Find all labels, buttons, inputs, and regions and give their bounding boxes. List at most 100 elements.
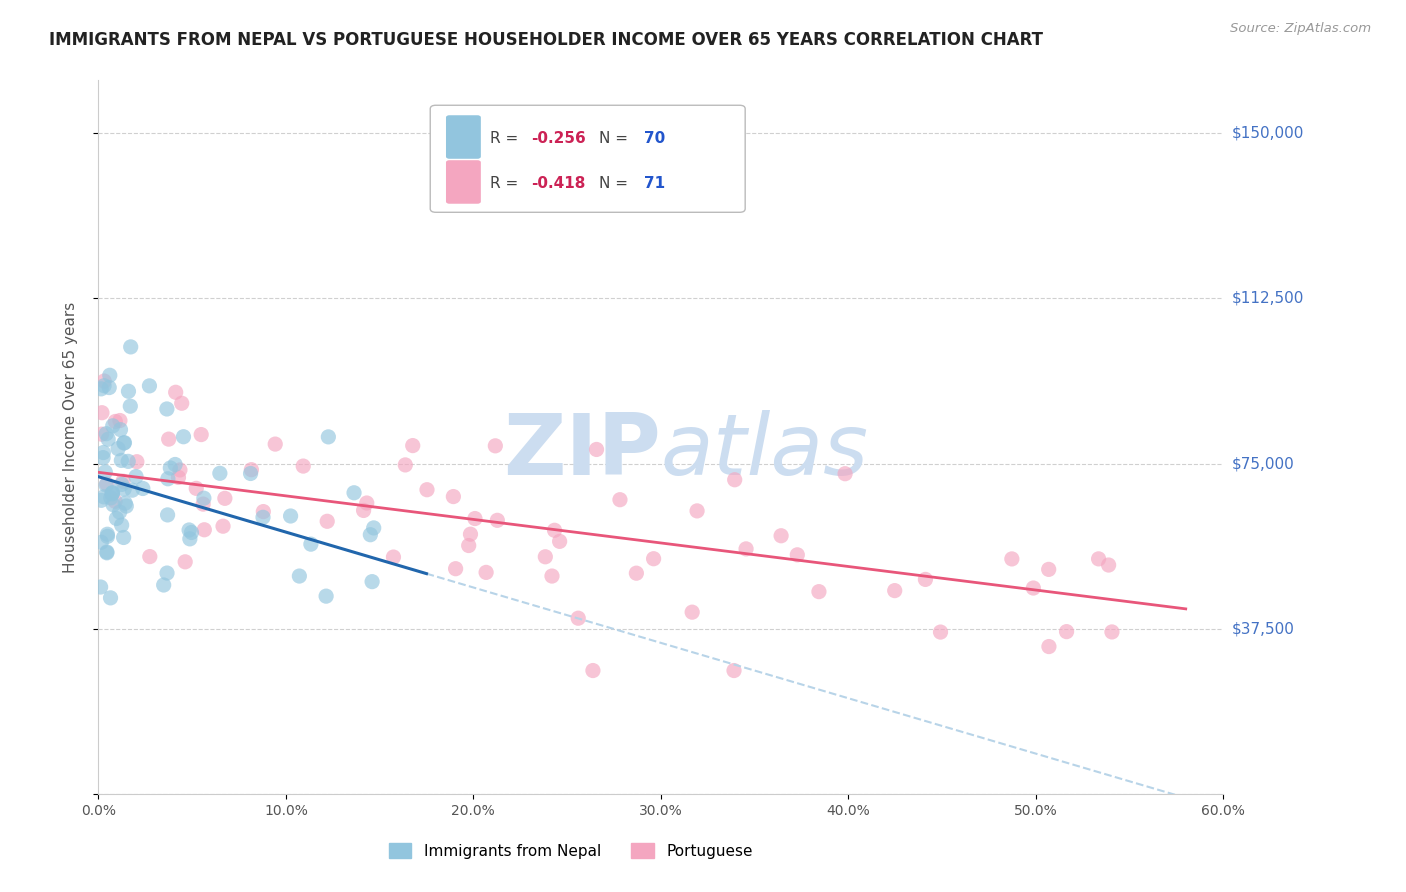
Point	[190, 427, 212, 442]
Point	[534, 549, 557, 564]
Point	[93, 378, 115, 392]
Point	[90, 535, 112, 549]
Point	[1022, 581, 1045, 595]
Point	[112, 482, 135, 496]
Point	[112, 531, 135, 545]
Point	[179, 523, 201, 537]
Point	[441, 490, 464, 504]
Point	[91, 450, 114, 465]
Point	[208, 467, 231, 481]
Text: $112,500: $112,500	[1232, 291, 1303, 306]
Text: 70: 70	[644, 131, 665, 146]
Point	[723, 664, 745, 678]
Point	[96, 545, 118, 559]
Point	[90, 427, 112, 442]
Point	[316, 514, 339, 528]
Point	[252, 510, 274, 524]
Point	[361, 574, 384, 589]
Point	[464, 511, 486, 525]
Point	[115, 499, 138, 513]
Text: $150,000: $150,000	[1232, 126, 1303, 141]
Point	[292, 459, 315, 474]
Point	[91, 445, 114, 459]
Point	[100, 591, 122, 605]
Point	[170, 396, 193, 410]
Point	[179, 532, 201, 546]
Point	[343, 485, 366, 500]
Point	[212, 519, 235, 533]
Point	[543, 523, 565, 537]
Point	[90, 493, 112, 508]
Point	[807, 584, 830, 599]
Point	[643, 551, 665, 566]
Point	[120, 340, 142, 354]
Text: IMMIGRANTS FROM NEPAL VS PORTUGUESE HOUSEHOLDER INCOME OVER 65 YEARS CORRELATION: IMMIGRANTS FROM NEPAL VS PORTUGUESE HOUS…	[49, 31, 1043, 49]
Point	[363, 521, 385, 535]
Point	[101, 498, 124, 512]
Text: R =: R =	[489, 177, 523, 191]
Point	[315, 589, 337, 603]
Text: N =: N =	[599, 177, 633, 191]
Point	[486, 513, 509, 527]
Point	[117, 384, 139, 399]
Point	[359, 527, 381, 541]
Point	[96, 426, 118, 441]
Point	[609, 492, 631, 507]
Legend: Immigrants from Nepal, Portuguese: Immigrants from Nepal, Portuguese	[382, 837, 759, 864]
Point	[356, 496, 378, 510]
Point	[735, 541, 758, 556]
Text: atlas: atlas	[661, 409, 869, 493]
Point	[1038, 562, 1060, 576]
Point	[174, 555, 197, 569]
Point	[353, 503, 375, 517]
Point	[239, 467, 262, 481]
Point	[132, 482, 155, 496]
Point	[138, 379, 160, 393]
Point	[125, 455, 148, 469]
Point	[117, 454, 139, 468]
FancyBboxPatch shape	[446, 115, 481, 159]
Point	[152, 578, 174, 592]
Point	[264, 437, 287, 451]
Point	[111, 518, 134, 533]
Point	[114, 435, 136, 450]
Text: 71: 71	[644, 177, 665, 191]
Point	[1101, 624, 1123, 639]
Text: -0.418: -0.418	[531, 177, 586, 191]
Point	[402, 439, 425, 453]
Point	[567, 611, 589, 625]
Point	[90, 382, 112, 396]
Point	[121, 483, 143, 498]
Point	[394, 458, 416, 472]
Point	[101, 487, 124, 501]
Point	[94, 465, 117, 479]
Point	[180, 525, 202, 540]
Point	[484, 439, 506, 453]
Text: Source: ZipAtlas.com: Source: ZipAtlas.com	[1230, 22, 1371, 36]
Point	[105, 511, 128, 525]
Point	[114, 496, 136, 510]
Point	[90, 580, 112, 594]
Point	[104, 494, 127, 508]
Point	[100, 491, 122, 505]
Point	[548, 534, 571, 549]
Text: $75,000: $75,000	[1232, 456, 1295, 471]
Point	[1001, 552, 1024, 566]
Point	[108, 413, 131, 427]
Point	[1097, 558, 1119, 572]
Point	[929, 625, 952, 640]
Point	[125, 469, 148, 483]
Point	[299, 537, 322, 551]
Point	[460, 527, 482, 541]
Point	[1038, 640, 1060, 654]
Point	[883, 583, 905, 598]
FancyBboxPatch shape	[446, 161, 481, 203]
Point	[382, 550, 405, 565]
Point	[186, 481, 208, 495]
Point	[1087, 552, 1109, 566]
Point	[120, 399, 142, 413]
Point	[214, 491, 236, 506]
Point	[475, 566, 498, 580]
Point	[91, 406, 114, 420]
Text: R =: R =	[489, 131, 523, 146]
